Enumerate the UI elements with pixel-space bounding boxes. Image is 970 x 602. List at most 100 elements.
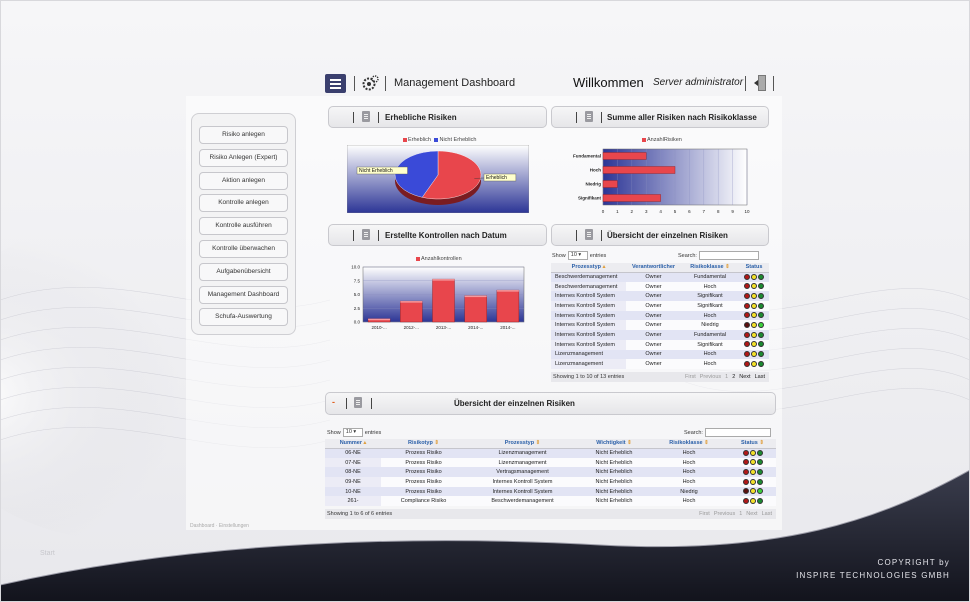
hbar-bar	[602, 180, 618, 188]
cell-risikoklasse: Fundamental	[681, 272, 739, 282]
table2-length-control: Show 10 ▾ entries	[327, 428, 381, 437]
sidebar-item-kontrolle-ueberwachen[interactable]: Kontrolle überwachen	[199, 240, 288, 258]
cell-nummer: 07-NE	[325, 457, 381, 468]
col-header-risikoklasse[interactable]: Risikoklasse ⇕	[649, 439, 729, 449]
table-row[interactable]: Internes Kontroll System Owner Signifikant	[551, 301, 769, 311]
light-yellow	[749, 488, 756, 495]
table2-search-input[interactable]	[704, 428, 771, 437]
settings-gear-icon[interactable]	[362, 74, 380, 92]
col-header-wichtigkeit[interactable]: Wichtigkeit ⇕	[579, 439, 649, 449]
cell-status	[739, 359, 769, 369]
table-row[interactable]: Internes Kontroll System Owner Signifikant	[551, 291, 769, 302]
table-row[interactable]: Beschwerdemanagement Owner Fundamental	[551, 272, 769, 282]
page-link-1[interactable]: 1	[739, 511, 743, 517]
page-link-2[interactable]: 2	[732, 374, 736, 380]
page-title: Management Dashboard	[394, 77, 516, 89]
cell-nummer: 09-NE	[325, 477, 381, 487]
light-green	[758, 312, 764, 319]
page-link-first[interactable]: First	[699, 511, 710, 517]
cell-risikoklasse: Hoch	[681, 281, 739, 292]
table-row[interactable]: 08-NE Prozess Risiko Vertragsmanagement Nic…	[325, 467, 776, 478]
cell-wichtigkeit: Nicht Erheblich	[579, 448, 649, 458]
col-header-nummer[interactable]: Nummer ▴	[325, 439, 381, 449]
table2-pagination: First Previous 1 Next Last	[695, 509, 772, 519]
cell-prozesstyp: Lizenzmanagement	[551, 359, 626, 369]
sidebar-item-schufa-auswertung[interactable]: Schufa-Auswertung	[199, 308, 288, 326]
table-row[interactable]: Internes Kontroll System Owner Fundamental	[551, 330, 769, 340]
cell-verantwortlicher: Owner	[626, 281, 681, 292]
cell-prozesstyp: Beschwerdemanagement	[551, 281, 626, 292]
cell-prozesstyp: Beschwerdemanagement	[551, 272, 626, 282]
col-header-risikoklasse[interactable]: Risikoklasse ⇕	[681, 263, 739, 273]
sidebar-item-risiko-anlegen-expert[interactable]: Risiko Anlegen (Expert)	[199, 149, 288, 167]
logout-icon[interactable]	[753, 74, 767, 92]
footer-start-link[interactable]: Start	[40, 550, 55, 557]
hbar-tick-label: 1	[616, 209, 619, 214]
table-row[interactable]: 10-NE Prozess Risiko Internes Kontroll Sys…	[325, 486, 776, 497]
cell-risikoklasse: Hoch	[649, 457, 729, 468]
sidebar-item-kontrolle-anlegen[interactable]: Kontrolle anlegen	[199, 194, 288, 212]
cell-risikoklasse: Niedrig	[681, 320, 739, 331]
hbar-tick-label: 4	[659, 209, 662, 214]
table-row[interactable]: Lizenzmanagement Owner Hoch	[551, 359, 769, 369]
sort-icon: ⇕	[627, 440, 632, 447]
table-row[interactable]: Internes Kontroll System Owner Niedrig	[551, 320, 769, 331]
light-yellow	[749, 449, 756, 456]
footer-tab-strip[interactable]: Dashboard · Einstellungen	[190, 523, 249, 529]
col-header-verantwortlicher[interactable]: Verantwortlicher	[626, 263, 681, 273]
sidebar-item-aufgabenuebersicht[interactable]: Aufgabenübersicht	[199, 263, 288, 281]
cell-risikoklasse: Hoch	[649, 467, 729, 478]
page-link-previous[interactable]: Previous	[699, 374, 722, 380]
col-header-prozesstyp[interactable]: Prozesstyp ▴	[551, 263, 626, 273]
page-link-previous[interactable]: Previous	[713, 511, 736, 517]
table-row[interactable]: 261- Compliance Risiko Beschwerdemanagemen…	[325, 496, 776, 507]
table-row[interactable]: 06-NE Prozess Risiko Lizenzmanagement Nicht…	[325, 448, 776, 458]
entries-label: entries	[589, 252, 607, 259]
page-link-next[interactable]: Next	[739, 374, 751, 380]
table1-pagination: First Previous 1 2 Next Last	[681, 372, 765, 382]
table1-length-control: Show 10 ▾ entries	[552, 251, 606, 260]
table-row[interactable]: 07-NE Prozess Risiko Lizenzmanagement Nicht…	[325, 457, 776, 468]
cell-verantwortlicher: Owner	[626, 359, 681, 369]
hbar-bar	[602, 166, 676, 174]
col-header-status[interactable]: Status ⇕	[729, 439, 776, 449]
light-red	[744, 312, 750, 319]
vbar-bar	[464, 295, 487, 323]
cell-status	[739, 281, 769, 292]
sidebar: Risiko anlegen Risiko Anlegen (Expert) A…	[191, 113, 296, 335]
page-link-1[interactable]: 1	[725, 374, 729, 380]
table-row[interactable]: 09-NE Prozess Risiko Internes Kontroll Sys…	[325, 477, 776, 487]
sidebar-item-kontrolle-ausfuehren[interactable]: Kontrolle ausführen	[199, 217, 288, 235]
status-traffic-light	[744, 331, 765, 338]
page-link-last[interactable]: Last	[754, 374, 765, 380]
page-link-first[interactable]: First	[685, 374, 696, 380]
status-traffic-light	[744, 273, 765, 280]
table-row[interactable]: Internes Kontroll System Owner Hoch	[551, 310, 769, 321]
table-row[interactable]: Internes Kontroll System Owner Signifikant	[551, 339, 769, 350]
document-icon	[362, 111, 370, 122]
col-header-status[interactable]: Status	[739, 263, 769, 273]
status-traffic-light	[742, 478, 763, 485]
hbar-tick-label: 8	[717, 209, 720, 214]
header-separator	[773, 76, 774, 91]
table-row[interactable]: Lizenzmanagement Owner Hoch	[551, 349, 769, 360]
collapse-icon[interactable]: -	[332, 397, 335, 407]
page-link-last[interactable]: Last	[761, 511, 772, 517]
col-header-prozesstyp[interactable]: Prozesstyp ⇕	[466, 439, 579, 449]
table2-length-select[interactable]: 10 ▾	[342, 428, 363, 437]
sidebar-item-management-dashboard[interactable]: Management Dashboard	[199, 286, 288, 304]
table1-search-input[interactable]	[698, 251, 759, 260]
status-traffic-light	[744, 341, 765, 348]
menu-icon[interactable]	[325, 74, 346, 93]
page-link-next[interactable]: Next	[746, 511, 758, 517]
panel-title: Übersicht der einzelnen Risiken	[454, 399, 575, 408]
table-row[interactable]: Beschwerdemanagement Owner Hoch	[551, 281, 769, 292]
sidebar-item-aktion-anlegen[interactable]: Aktion anlegen	[199, 172, 288, 190]
table1-length-select[interactable]: 10 ▾	[567, 251, 588, 260]
header-separator	[385, 76, 386, 91]
cell-status	[729, 448, 776, 458]
sidebar-item-risiko-anlegen[interactable]: Risiko anlegen	[199, 126, 288, 144]
copyright-notice: COPYRIGHT by INSPIRE TECHNOLOGIES GMBH	[796, 556, 950, 582]
cell-verantwortlicher: Owner	[626, 339, 681, 350]
col-header-risikotyp[interactable]: Risikotyp ⇕	[381, 439, 466, 449]
